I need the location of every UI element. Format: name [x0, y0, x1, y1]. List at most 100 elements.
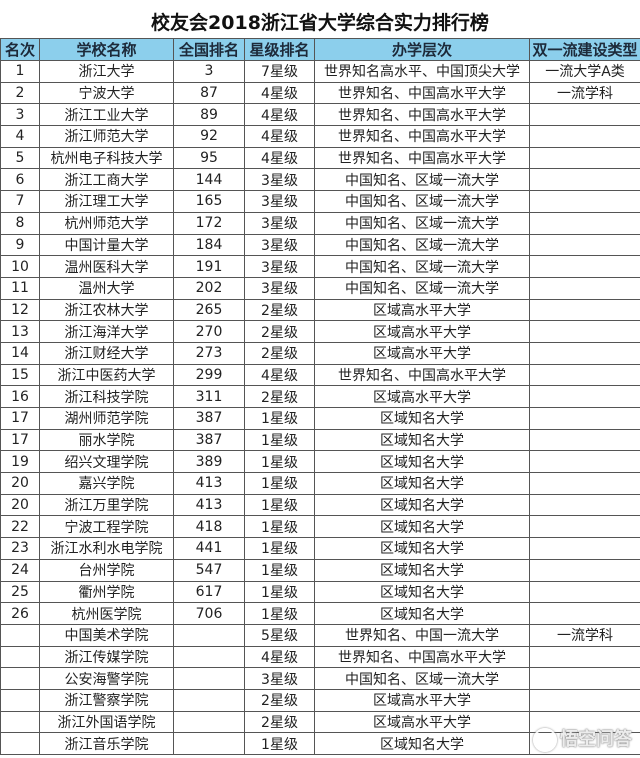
page-title: 校友会2018浙江省大学综合实力排行榜 — [151, 12, 489, 34]
cell-school-name: 温州医科大学 — [39, 255, 174, 278]
cell-double-first-class: 一流大学A类 — [529, 60, 640, 83]
cell-rank: 11 — [0, 276, 40, 300]
cell-national-rank: 191 — [173, 255, 245, 278]
cell-rank: 16 — [0, 385, 40, 408]
cell-double-first-class — [529, 125, 640, 148]
cell-double-first-class — [529, 688, 640, 712]
cell-national-rank: 299 — [173, 363, 245, 387]
cell-national-rank: 413 — [173, 493, 245, 517]
cell-double-first-class — [529, 233, 640, 257]
table-row: 14 浙江财经大学 273 2星级 区域高水平大学 — [0, 341, 640, 365]
cell-rank — [0, 710, 40, 734]
cell-school-name: 浙江传媒学院 — [39, 645, 174, 669]
table-row: 7 浙江理工大学 165 3星级 中国知名、区域一流大学 — [0, 190, 640, 213]
cell-school-name: 台州学院 — [39, 558, 174, 582]
cell-school-level: 区域高水平大学 — [314, 710, 530, 734]
cell-school-level: 世界知名、中国高水平大学 — [314, 363, 530, 387]
cell-national-rank: 311 — [173, 385, 245, 408]
table-row: 11 温州大学 202 3星级 中国知名、区域一流大学 — [0, 276, 640, 300]
cell-double-first-class — [529, 168, 640, 192]
cell-school-level: 世界知名、中国高水平大学 — [314, 103, 530, 127]
cell-rank: 2 — [0, 81, 40, 105]
cell-school-name: 浙江科技学院 — [39, 385, 174, 408]
cell-star-level: 1星级 — [244, 580, 315, 604]
cell-school-level: 中国知名、区域一流大学 — [314, 276, 530, 300]
cell-double-first-class — [529, 363, 640, 387]
cell-double-first-class — [529, 602, 640, 625]
cell-school-name: 浙江水利水电学院 — [39, 537, 174, 560]
cell-star-level: 1星级 — [244, 450, 315, 474]
cell-star-level: 1星级 — [244, 537, 315, 560]
cell-rank: 7 — [0, 190, 40, 213]
cell-school-level: 世界知名高水平、中国顶尖大学 — [314, 60, 530, 83]
cell-school-name: 浙江海洋大学 — [39, 320, 174, 343]
header-rank: 名次 — [0, 38, 40, 61]
cell-school-name: 中国计量大学 — [39, 233, 174, 257]
cell-star-level: 3星级 — [244, 255, 315, 278]
cell-school-level: 中国知名、区域一流大学 — [314, 667, 530, 690]
cell-star-level: 7星级 — [244, 60, 315, 83]
cell-rank: 15 — [0, 363, 40, 387]
cell-national-rank — [173, 732, 245, 755]
cell-double-first-class: 一流学科 — [529, 623, 640, 647]
cell-double-first-class — [529, 190, 640, 213]
cell-school-name: 宁波大学 — [39, 81, 174, 105]
cell-rank: 1 — [0, 60, 40, 83]
cell-national-rank: 389 — [173, 450, 245, 474]
cell-school-name: 绍兴文理学院 — [39, 450, 174, 474]
cell-star-level: 4星级 — [244, 645, 315, 669]
cell-double-first-class — [529, 645, 640, 669]
table-row: 25 衢州学院 617 1星级 区域知名大学 — [0, 580, 640, 604]
table-row: 20 嘉兴学院 413 1星级 区域知名大学 — [0, 472, 640, 495]
cell-rank: 22 — [0, 515, 40, 539]
cell-national-rank — [173, 645, 245, 669]
cell-star-level: 5星级 — [244, 623, 315, 647]
cell-school-level: 世界知名、中国高水平大学 — [314, 81, 530, 105]
cell-school-name: 杭州电子科技大学 — [39, 146, 174, 170]
cell-rank: 4 — [0, 125, 40, 148]
cell-star-level: 1星级 — [244, 732, 315, 755]
cell-star-level: 4星级 — [244, 81, 315, 105]
table-row: 3 浙江工业大学 89 4星级 世界知名、中国高水平大学 — [0, 103, 640, 127]
cell-double-first-class: 一流学科 — [529, 81, 640, 105]
cell-school-name: 浙江师范大学 — [39, 125, 174, 148]
cell-national-rank: 172 — [173, 211, 245, 235]
cell-star-level: 2星级 — [244, 298, 315, 322]
cell-school-level: 世界知名、中国高水平大学 — [314, 146, 530, 170]
cell-school-level: 世界知名、中国一流大学 — [314, 623, 530, 647]
cell-school-level: 区域高水平大学 — [314, 688, 530, 712]
header-school-name: 学校名称 — [39, 38, 174, 61]
cell-rank: 26 — [0, 602, 40, 625]
cell-school-level: 区域高水平大学 — [314, 385, 530, 408]
table-row: 26 杭州医学院 706 1星级 区域知名大学 — [0, 602, 640, 625]
cell-star-level: 3星级 — [244, 190, 315, 213]
table-row: 2 宁波大学 87 4星级 世界知名、中国高水平大学 一流学科 — [0, 81, 640, 105]
cell-school-level: 区域知名大学 — [314, 732, 530, 755]
cell-national-rank: 184 — [173, 233, 245, 257]
cell-school-level: 区域知名大学 — [314, 450, 530, 474]
cell-school-level: 区域知名大学 — [314, 537, 530, 560]
table-row: 8 杭州师范大学 172 3星级 中国知名、区域一流大学 — [0, 211, 640, 235]
cell-national-rank — [173, 667, 245, 690]
cell-star-level: 2星级 — [244, 341, 315, 365]
table-row: 17 湖州师范学院 387 1星级 区域知名大学 — [0, 407, 640, 430]
cell-double-first-class — [529, 276, 640, 300]
cell-rank: 10 — [0, 255, 40, 278]
cell-rank: 17 — [0, 428, 40, 452]
cell-school-name: 丽水学院 — [39, 428, 174, 452]
wukong-logo-icon — [533, 728, 557, 752]
cell-double-first-class — [529, 537, 640, 560]
cell-double-first-class — [529, 580, 640, 604]
cell-rank: 14 — [0, 341, 40, 365]
cell-school-level: 世界知名、中国高水平大学 — [314, 125, 530, 148]
cell-rank: 23 — [0, 537, 40, 560]
cell-rank: 20 — [0, 472, 40, 495]
cell-star-level: 1星级 — [244, 428, 315, 452]
cell-star-level: 4星级 — [244, 125, 315, 148]
cell-school-level: 区域高水平大学 — [314, 298, 530, 322]
cell-star-level: 1星级 — [244, 407, 315, 430]
cell-school-name: 杭州医学院 — [39, 602, 174, 625]
cell-rank: 19 — [0, 450, 40, 474]
ranking-table: 名次 学校名称 全国排名 星级排名 办学层次 双一流建设类型 1 浙江大学 3 7星级… — [0, 38, 640, 755]
cell-star-level: 2星级 — [244, 385, 315, 408]
